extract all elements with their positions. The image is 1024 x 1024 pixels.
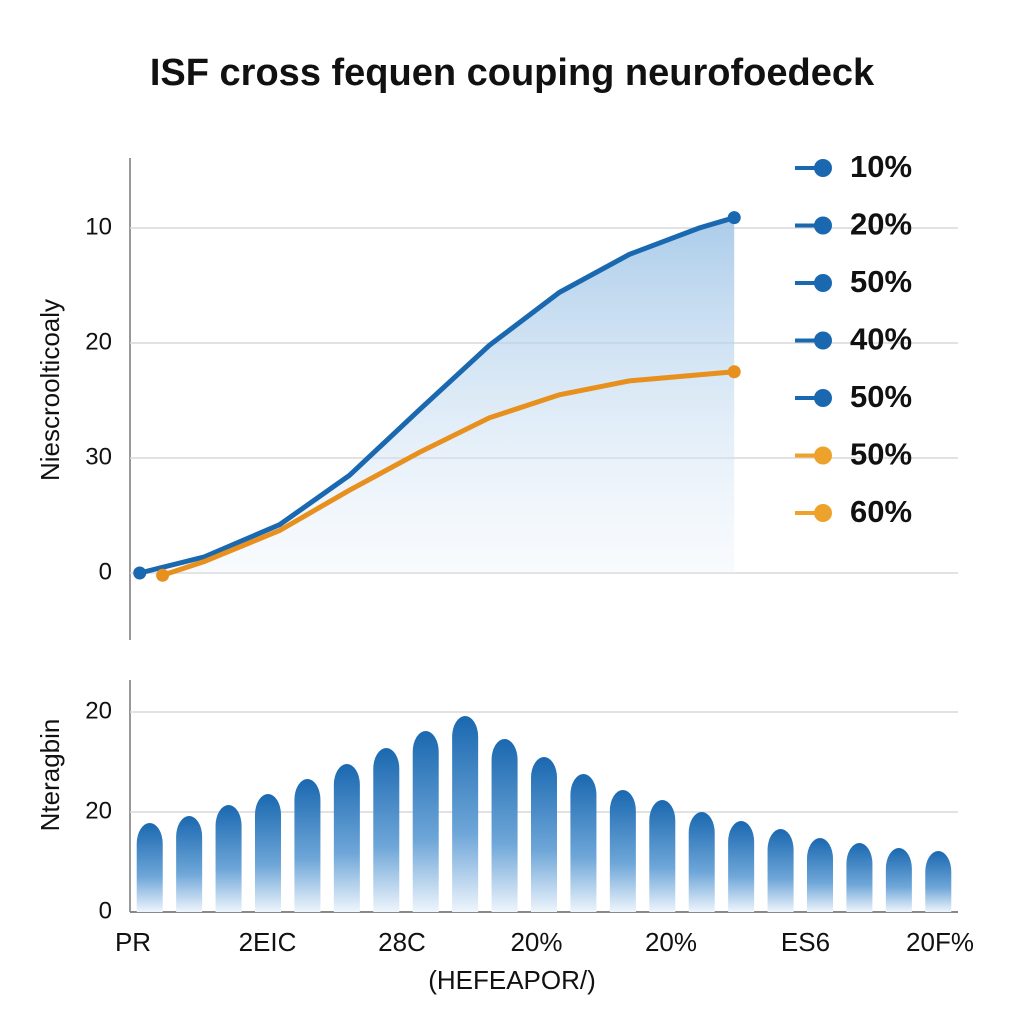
bar xyxy=(452,716,479,912)
line xyxy=(137,215,737,576)
point xyxy=(133,566,147,580)
legend-marker xyxy=(814,274,832,292)
bar xyxy=(609,790,636,912)
y-tick-label: 30 xyxy=(85,443,112,470)
bar xyxy=(767,828,794,912)
legend-label: 50% xyxy=(850,264,912,299)
bar xyxy=(925,851,952,912)
legend-label: 20% xyxy=(850,207,912,242)
bar xyxy=(412,731,439,912)
bar xyxy=(649,800,676,912)
y-tick-label: 0 xyxy=(99,897,112,924)
chart-title: ISF cross fequen couping neurofoedeck xyxy=(150,52,875,94)
bar xyxy=(176,816,203,912)
legend-label: 50% xyxy=(850,379,912,414)
x-tick-label: 28C xyxy=(378,927,426,957)
bar xyxy=(373,748,400,912)
y-axis-label: Nteragbin xyxy=(35,719,65,832)
bar xyxy=(215,805,242,912)
x-tick-label: 20% xyxy=(645,927,697,957)
bar xyxy=(294,779,321,912)
legend-marker xyxy=(814,504,832,522)
bar xyxy=(846,842,873,912)
legend-label: 10% xyxy=(850,149,912,184)
line xyxy=(160,369,737,578)
x-axis-label: (HEFEAPOR/) xyxy=(428,965,596,995)
x-tick-label: 2EIC xyxy=(239,927,297,957)
legend-label: 40% xyxy=(850,322,912,357)
y-tick-label: 20 xyxy=(85,797,112,824)
x-tick-label: 20% xyxy=(510,927,562,957)
legend-label: 50% xyxy=(850,437,912,472)
legend-marker xyxy=(814,216,832,235)
bar xyxy=(728,820,755,912)
legend-marker xyxy=(814,159,832,177)
bar xyxy=(333,764,360,912)
y-tick-label: 10 xyxy=(85,213,112,240)
legend-marker xyxy=(814,446,832,465)
y-tick-label: 20 xyxy=(85,697,112,724)
x-tick-label: 20F% xyxy=(906,927,974,957)
bar xyxy=(491,738,518,912)
bar xyxy=(254,794,282,912)
legend-label: 60% xyxy=(850,494,912,529)
legend-marker xyxy=(814,389,832,407)
bar xyxy=(530,757,558,912)
point xyxy=(727,365,741,379)
legend-marker xyxy=(814,331,832,350)
x-tick-label: ES6 xyxy=(781,927,830,957)
x-tick-label: PR xyxy=(115,927,151,957)
point xyxy=(727,211,741,225)
y-tick-label: 0 xyxy=(99,558,112,585)
bar xyxy=(136,823,163,912)
bar xyxy=(806,838,834,912)
bar xyxy=(688,812,715,912)
y-tick-label: 20 xyxy=(85,328,112,355)
point xyxy=(156,568,170,582)
bar xyxy=(885,847,912,912)
y-axis-label: Niescroolticoaly xyxy=(35,299,65,481)
bar xyxy=(570,774,597,912)
